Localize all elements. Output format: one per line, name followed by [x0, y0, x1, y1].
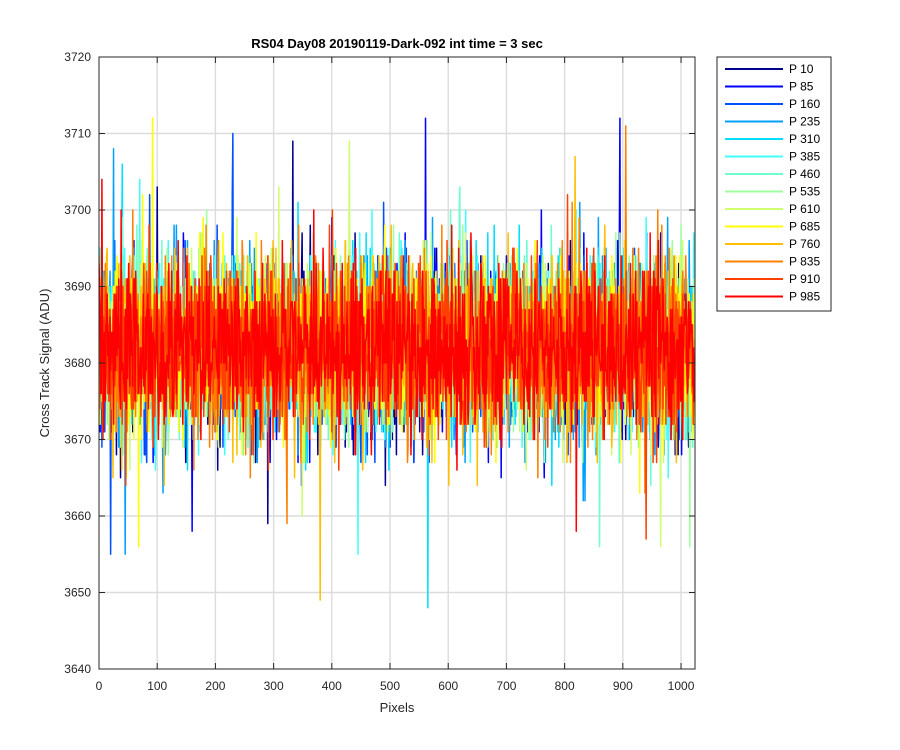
y-tick-label: 3670	[64, 433, 91, 447]
x-tick-label: 0	[96, 679, 103, 693]
x-tick-label: 900	[613, 679, 633, 693]
y-tick-label: 3650	[64, 586, 91, 600]
y-tick-label: 3710	[64, 127, 91, 141]
y-tick-label: 3640	[64, 662, 91, 676]
y-axis-label: Cross Track Signal (ADU)	[37, 289, 52, 438]
y-tick-label: 3700	[64, 203, 91, 217]
y-tick-label: 3690	[64, 280, 91, 294]
y-tick-label: 3720	[64, 50, 91, 64]
legend-label: P 310	[789, 132, 820, 146]
y-tick-label: 3660	[64, 509, 91, 523]
legend-label: P 835	[789, 255, 820, 269]
x-tick-label: 800	[555, 679, 575, 693]
legend-label: P 160	[789, 97, 820, 111]
legend-label: P 910	[789, 272, 820, 286]
series-layer	[99, 117, 695, 609]
legend-label: P 985	[789, 290, 820, 304]
x-tick-label: 300	[264, 679, 284, 693]
legend-label: P 685	[789, 220, 820, 234]
legend: P 10 P 85 P 160 P 235 P 310 P 385 P 460 P 535 P …	[716, 56, 832, 312]
x-tick-label: 200	[205, 679, 225, 693]
x-tick-label: 500	[380, 679, 400, 693]
legend-label: P 535	[789, 185, 820, 199]
legend-label: P 460	[789, 167, 820, 181]
legend-label: P 385	[789, 150, 820, 164]
x-axis-label: Pixels	[380, 700, 415, 715]
legend-label: P 85	[789, 80, 814, 94]
x-tick-label: 100	[147, 679, 167, 693]
x-tick-label: 700	[496, 679, 516, 693]
y-tick-label: 3680	[64, 356, 91, 370]
x-tick-label: 1000	[668, 679, 695, 693]
legend-box	[716, 56, 832, 312]
legend-label: P 610	[789, 202, 820, 216]
series-line	[99, 178, 695, 533]
x-tick-label: 600	[438, 679, 458, 693]
legend-label: P 235	[789, 115, 820, 129]
chart-title: RS04 Day08 20190119-Dark-092 int time = …	[251, 36, 543, 51]
legend-label: P 760	[789, 237, 820, 251]
legend-label: P 10	[789, 62, 814, 76]
x-tick-label: 400	[322, 679, 342, 693]
ticks: 0 100 200 300 400 500 600 700 800 900 1000 3640 3650…	[64, 50, 695, 693]
